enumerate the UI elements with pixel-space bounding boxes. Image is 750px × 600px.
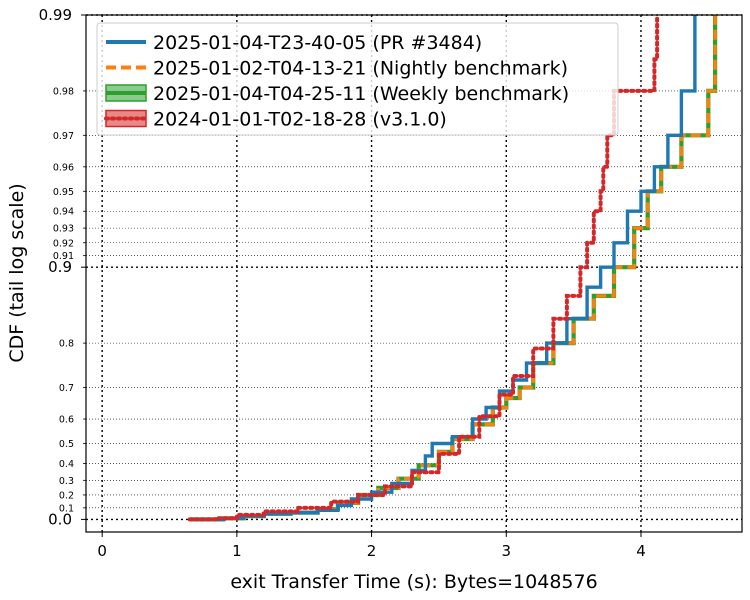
y-minor-tick-label: 0.97	[53, 131, 74, 142]
x-tick-label: 2	[367, 542, 377, 560]
series-line-1	[189, 15, 717, 522]
y-minor-tick-label: 0.93	[53, 224, 74, 235]
y-minor-tick-label: 0.6	[59, 415, 74, 426]
series-line-0	[189, 15, 697, 522]
y-minor-tick-label: 0.94	[53, 207, 74, 218]
y-minor-tick-label: 0.3	[59, 476, 74, 487]
axis-ticks: 0 1 2 3 4 0.1 0.2 0.3 0.4 0.5 0.6 0.7 0.8 0.91 0.92 0.9…	[39, 6, 646, 560]
y-minor-tick-label: 0.96	[53, 162, 74, 173]
x-tick-label: 0	[97, 542, 107, 560]
y-minor-tick-label: 0.7	[59, 383, 74, 394]
x-tick-label: 4	[636, 542, 646, 560]
y-minor-tick-label: 0.5	[59, 439, 74, 450]
legend: 2025-01-04-T23-40-05 (PR #3484) 2025-01-0…	[96, 22, 619, 136]
legend-entry-label: 2025-01-04-T04-25-11 (Weekly benchmark)	[153, 83, 569, 105]
x-axis-label: exit Transfer Time (s): Bytes=1048576	[230, 571, 597, 593]
y-axis-label: CDF (tail log scale)	[6, 183, 28, 362]
legend-box	[96, 22, 619, 136]
x-tick-label: 1	[232, 542, 242, 560]
y-minor-tick-label: 0.95	[53, 187, 74, 198]
legend-entry-label: 2025-01-02-T04-13-21 (Nightly benchmark)	[153, 58, 568, 80]
y-minor-tick-label: 0.98	[53, 86, 74, 97]
y-major-tick-label: 0.0	[48, 510, 72, 528]
x-tick-label: 3	[501, 542, 511, 560]
legend-entry-label: 2025-01-04-T23-40-05 (PR #3484)	[153, 32, 482, 54]
series-line-3	[187, 15, 660, 522]
y-minor-tick-label: 0.91	[53, 251, 74, 262]
y-minor-tick-label: 0.2	[59, 490, 74, 501]
y-major-tick-label: 0.99	[39, 6, 72, 24]
series-lines	[187, 15, 718, 522]
y-minor-tick-label: 0.4	[59, 459, 74, 470]
y-minor-tick-label: 0.8	[59, 339, 74, 350]
legend-entry-label: 2024-01-01-T02-18-28 (v3.1.0)	[153, 109, 447, 131]
y-major-tick-label: 0.9	[48, 258, 72, 276]
plot-frame	[85, 14, 743, 533]
y-minor-tick-label: 0.1	[59, 503, 74, 514]
y-minor-tick-label: 0.92	[53, 238, 74, 249]
